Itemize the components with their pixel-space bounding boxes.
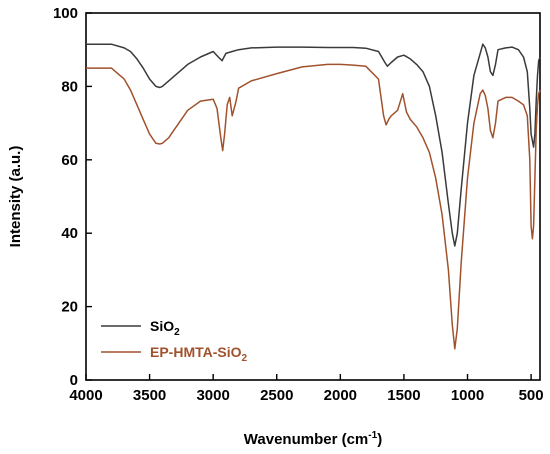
y-tick-label: 40: [61, 225, 78, 242]
x-axis-title: Wavenumber (cm-1): [244, 430, 382, 448]
x-tick-label: 2500: [260, 387, 293, 404]
plot-frame: [85, 12, 541, 381]
y-axis-title: Intensity (a.u.): [7, 146, 24, 248]
x-axis-title-close: ): [377, 431, 382, 448]
y-tick-label: 0: [70, 372, 78, 389]
y-axis-ticks: 0 20 40 60 80 100: [53, 5, 92, 389]
y-tick-label: 100: [53, 5, 78, 22]
legend: SiO2 EP-HMTA-SiO2: [101, 318, 248, 364]
legend-label-sio2: SiO2: [150, 318, 180, 338]
x-axis-title-sup: -1: [368, 430, 377, 441]
x-tick-label: 500: [519, 387, 544, 404]
legend-label-ep-hmta-sio2-sub: 2: [242, 353, 248, 364]
legend-label-sio2-sub: 2: [174, 327, 180, 338]
series-line-ep-hmta-sio2: [86, 63, 541, 350]
x-axis-title-main: Wavenumber (cm: [244, 431, 368, 448]
legend-label-ep-hmta-sio2: EP-HMTA-SiO2: [150, 344, 248, 364]
x-tick-label: 3500: [133, 387, 166, 404]
series-layer: [86, 43, 541, 350]
x-tick-label: 1000: [451, 387, 484, 404]
x-tick-label: 2000: [324, 387, 357, 404]
legend-label-sio2-main: SiO: [150, 318, 174, 334]
legend-label-ep-hmta-sio2-main: EP-HMTA-SiO: [150, 344, 242, 360]
series-line-sio2: [86, 43, 541, 247]
x-axis-ticks: 4000 3500 3000 2500 2000 1500 1000 500: [69, 374, 544, 404]
x-tick-label: 4000: [69, 387, 102, 404]
y-tick-label: 80: [61, 78, 78, 95]
y-tick-label: 60: [61, 152, 78, 169]
x-tick-label: 1500: [387, 387, 420, 404]
x-tick-label: 3000: [196, 387, 229, 404]
y-tick-label: 20: [61, 299, 78, 316]
